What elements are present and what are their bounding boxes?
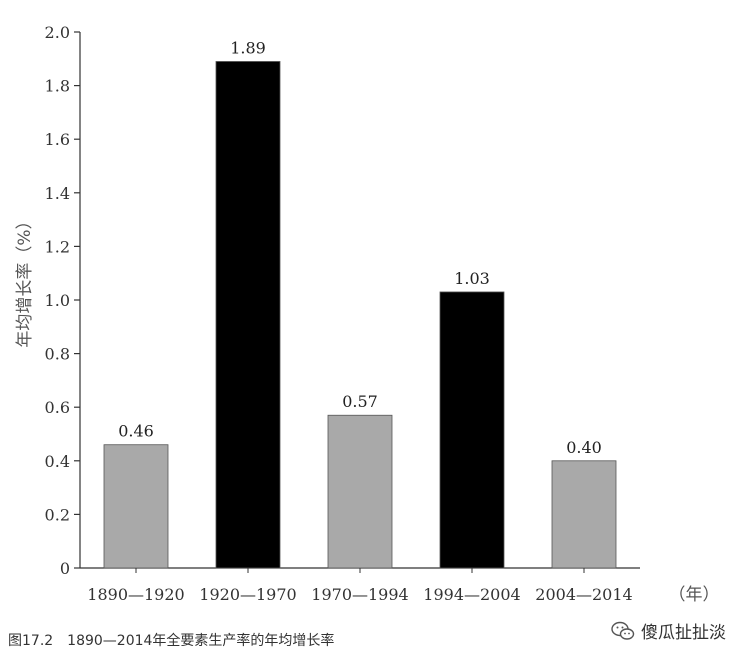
x-tick-label: 1994—2004 [423, 585, 520, 604]
y-axis-title: 年均增长率（%） [15, 212, 35, 347]
y-tick-label: 0.6 [45, 398, 70, 417]
bar [103, 444, 169, 569]
y-tick-label: 2.0 [45, 23, 70, 42]
bar-value-label: 1.89 [230, 38, 266, 57]
bar [327, 414, 393, 569]
y-tick-label: 1.8 [45, 77, 70, 96]
bar [439, 291, 505, 569]
y-tick-label: 0.8 [45, 345, 70, 364]
wechat-icon [611, 621, 635, 640]
bar-value-label: 1.03 [454, 269, 490, 288]
x-axis-unit: （年） [669, 585, 720, 605]
bar [215, 61, 281, 569]
y-tick-label: 1.6 [45, 130, 70, 149]
y-tick-label: 0.4 [45, 452, 70, 471]
bar-value-label: 0.40 [566, 438, 602, 457]
y-tick-label: 0.2 [45, 505, 70, 524]
watermark-text: 傻瓜扯扯淡 [641, 623, 726, 643]
x-tick-label: 1890—1920 [87, 585, 184, 604]
y-tick-label: 1.2 [45, 237, 70, 256]
bar [551, 460, 617, 569]
x-tick-label: 1920—1970 [199, 585, 296, 604]
y-tick-label: 0 [60, 559, 70, 578]
bar-value-label: 0.57 [342, 392, 378, 411]
y-tick-label: 1.0 [45, 291, 70, 310]
figure-caption: 图17.2 1890—2014年全要素生产率的年均增长率 [8, 633, 335, 649]
x-tick-label: 1970—1994 [311, 585, 408, 604]
bar-value-label: 0.46 [118, 422, 154, 441]
watermark: 傻瓜扯扯淡 [611, 618, 726, 643]
y-tick-label: 1.4 [45, 184, 70, 203]
x-tick-label: 2004—2014 [535, 585, 632, 604]
